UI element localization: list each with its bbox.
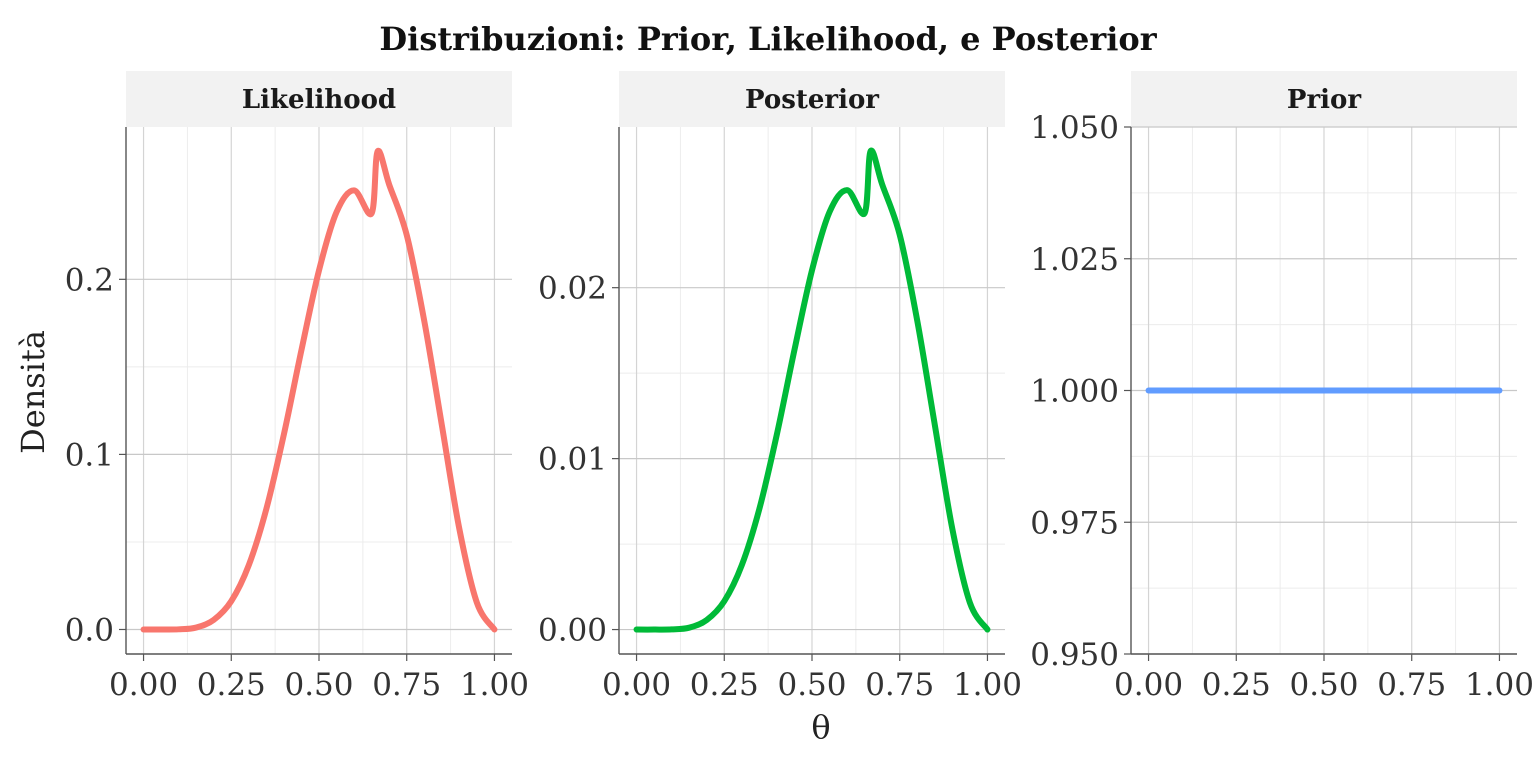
panel-likelihood: Likelihood 0.00 0.25 0.50 0.75 1.00 0.0 0.1 0.2 [65,71,529,703]
y-tick-label: 0.1 [65,437,114,473]
y-tick-label: 0.00 [538,613,607,649]
x-tick-label: 1.00 [953,667,1022,703]
y-tick-label: 0.975 [1030,505,1119,541]
y-tick-label: 0.02 [538,271,607,307]
facet-strip [619,71,1005,127]
facet-strip-label: Likelihood [242,85,396,115]
facet-strip [126,71,512,127]
series-line-posterior [633,147,991,633]
x-tick-label: 1.00 [460,667,529,703]
facet-strip-label: Prior [1287,85,1361,115]
panel-posterior: Posterior 0.00 0.25 0.50 0.75 1.00 0.00 0.01 0.0… [538,71,1022,703]
x-tick-label: 1.00 [1465,667,1534,703]
y-tick-label: 0.950 [1030,637,1119,673]
x-tick-label: 0.50 [284,667,353,703]
x-tick-label: 0.25 [1202,667,1271,703]
facet-strip [1131,71,1517,127]
x-tick-label: 0.00 [602,667,671,703]
facet-strip-label: Posterior [745,85,879,115]
panels: Likelihood 0.00 0.25 0.50 0.75 1.00 0.0 0.1 0.2 P… [65,71,1534,703]
x-tick-label: 0.75 [865,667,934,703]
series-line-likelihood [140,147,498,633]
y-tick-label: 0.2 [65,262,114,298]
x-tick-label: 0.75 [372,667,441,703]
x-tick-label: 0.00 [1114,667,1183,703]
y-tick-label: 1.050 [1030,110,1119,146]
x-tick-label: 0.75 [1377,667,1446,703]
x-tick-label: 0.50 [1289,667,1358,703]
y-tick-label: 0.01 [538,442,607,478]
y-tick-label: 0.0 [65,612,114,648]
x-tick-label: 0.25 [197,667,266,703]
y-tick-label: 1.000 [1030,374,1119,410]
y-tick-label: 1.025 [1030,242,1119,278]
panel-prior: Prior 0.00 0.25 0.50 0.75 1.00 0.950 0.975 1.000… [1030,71,1534,703]
x-tick-label: 0.25 [690,667,759,703]
x-tick-label: 0.50 [777,667,846,703]
x-tick-label: 0.00 [109,667,178,703]
x-axis-title: θ [811,708,830,746]
y-axis-title: Densità [14,330,52,454]
chart-title: Distribuzioni: Prior, Likelihood, e Post… [379,20,1157,58]
